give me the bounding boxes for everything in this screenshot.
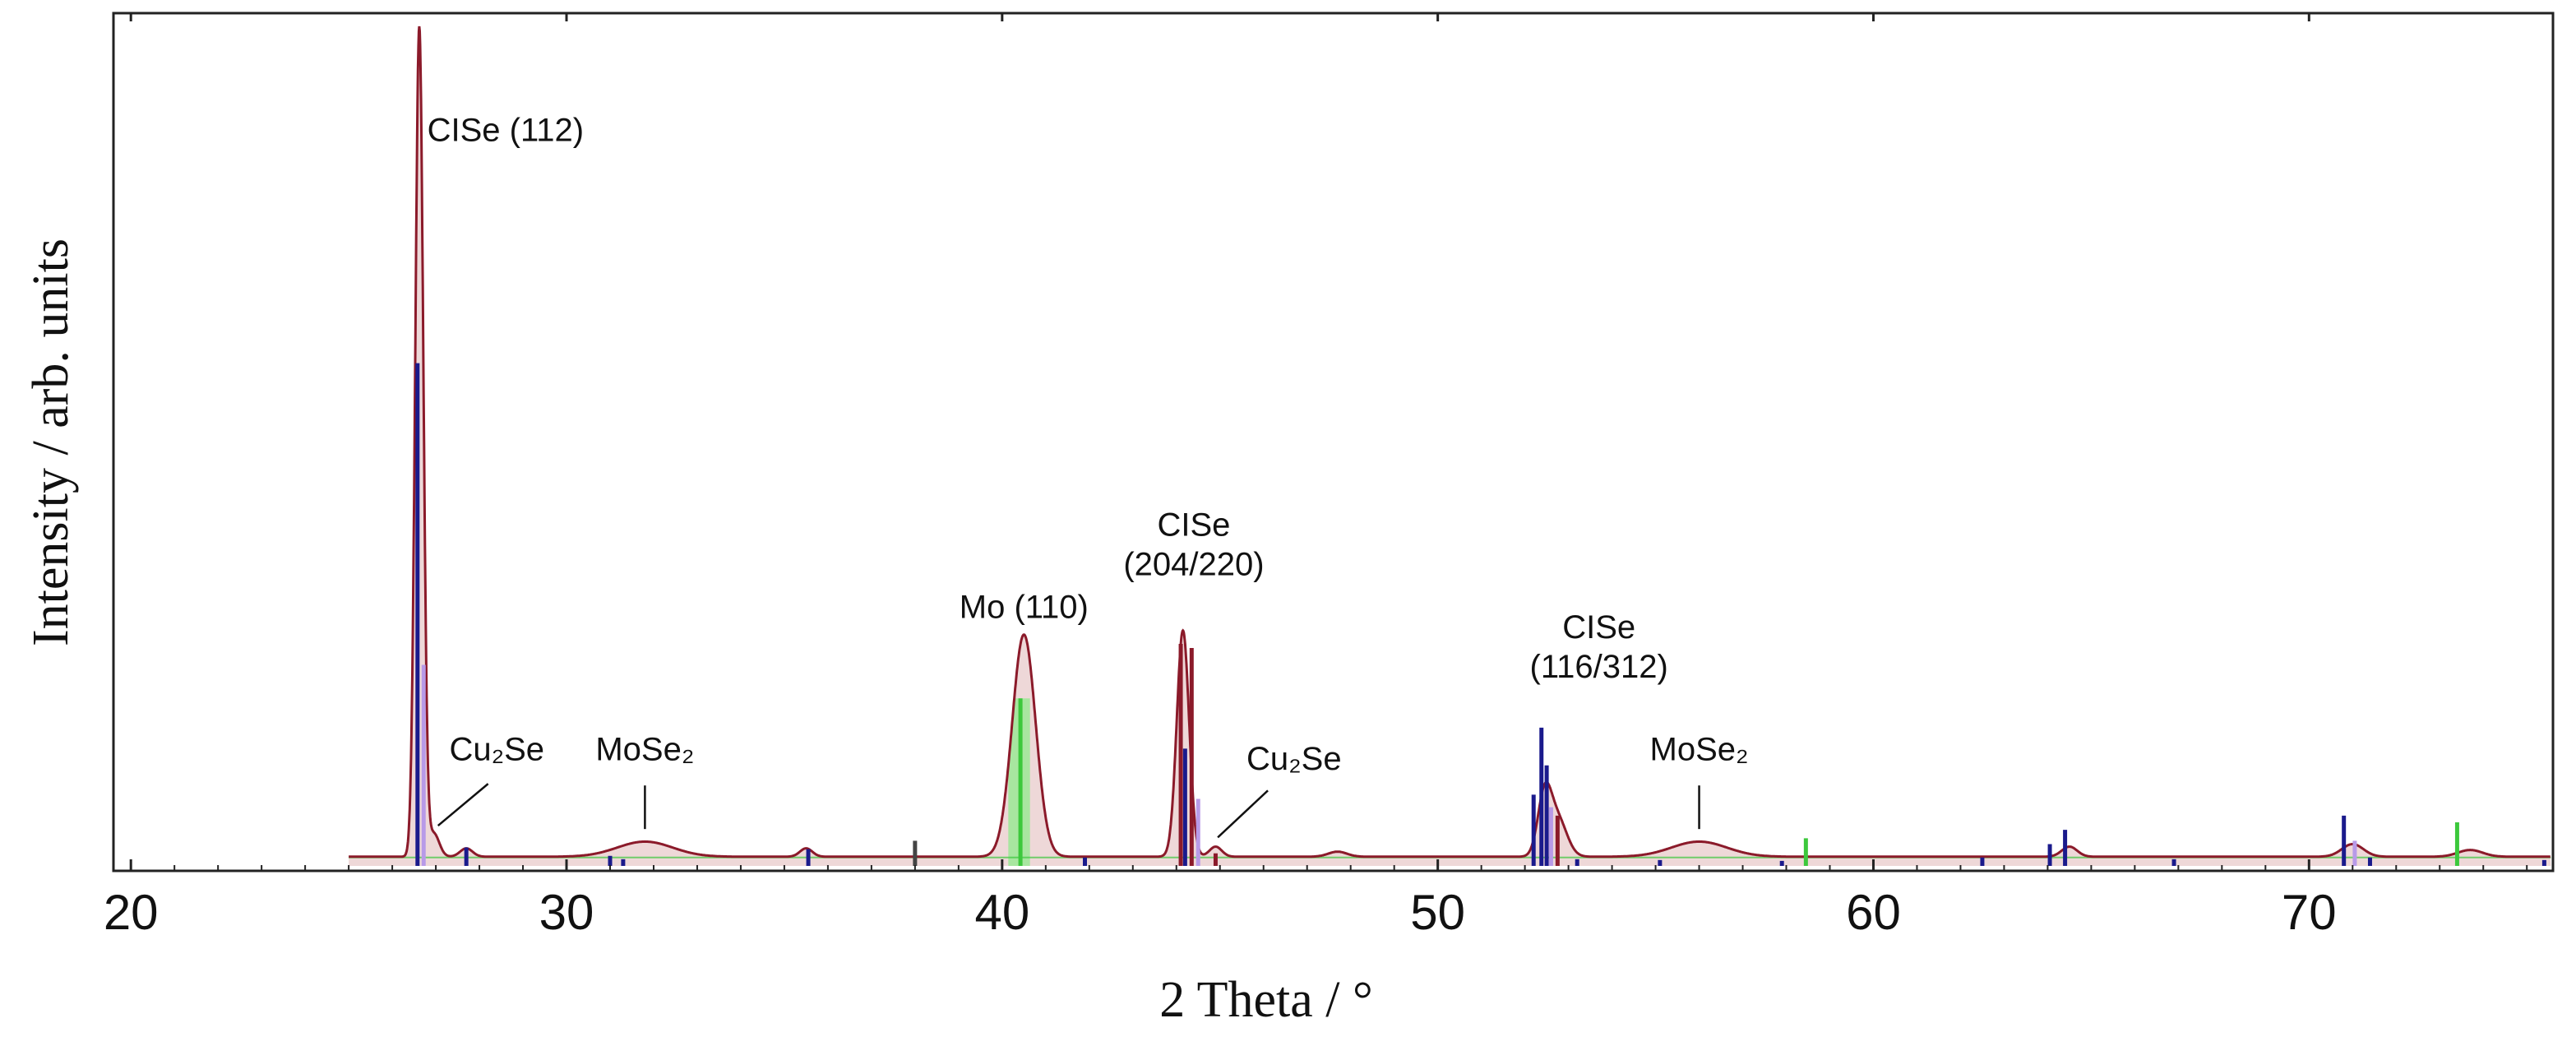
peak-label: Mo (110) bbox=[960, 589, 1089, 625]
y-axis-title: Intensity / arb. units bbox=[23, 238, 79, 646]
peak-label: Cu₂Se bbox=[449, 732, 544, 768]
x-tick-label: 60 bbox=[1846, 885, 1901, 940]
peak-label-line: Cu₂Se bbox=[449, 732, 544, 768]
x-tick-label: 20 bbox=[104, 885, 159, 940]
peak-label-line: MoSe₂ bbox=[1650, 732, 1749, 768]
x-tick-label: 30 bbox=[539, 885, 594, 940]
leader-line bbox=[1217, 789, 1269, 839]
peak-label: CISe (112) bbox=[428, 113, 584, 149]
x-axis-ticks: 20 30 40 50 60 70 bbox=[104, 13, 2528, 940]
x-tick-label: 40 bbox=[974, 885, 1029, 940]
peak-label-line: Cu₂Se bbox=[1246, 741, 1342, 777]
peak-label: MoSe₂ bbox=[595, 732, 694, 768]
measured-pattern-line bbox=[349, 25, 2551, 859]
peak-label: Cu₂Se bbox=[1246, 741, 1342, 777]
x-tick-label: 70 bbox=[2282, 885, 2337, 940]
peak-label-line: (204/220) bbox=[1123, 547, 1264, 583]
plot-area bbox=[112, 12, 2555, 872]
x-axis-title: 2 Theta / ° bbox=[1159, 972, 1373, 1028]
peak-label: CISe (204/220) bbox=[1123, 507, 1264, 583]
peak-label-line: Mo (110) bbox=[960, 589, 1089, 625]
reference-lines-layer bbox=[415, 363, 2546, 866]
peak-label-line: CISe (112) bbox=[428, 113, 584, 149]
peak-label-line: (116/312) bbox=[1530, 649, 1668, 685]
peak-label-line: MoSe₂ bbox=[595, 732, 694, 768]
peak-label: CISe (116/312) bbox=[1530, 609, 1668, 685]
peak-label: MoSe₂ bbox=[1650, 732, 1749, 768]
x-tick-label: 50 bbox=[1410, 885, 1465, 940]
peak-label-line: CISe bbox=[1157, 507, 1230, 544]
leader-line bbox=[437, 783, 489, 827]
peak-label-line: CISe bbox=[1562, 609, 1635, 646]
